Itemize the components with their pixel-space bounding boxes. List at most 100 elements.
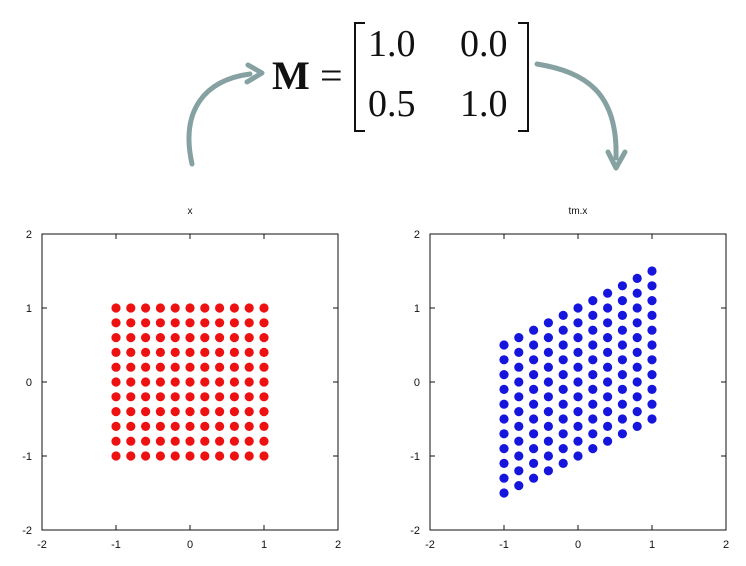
data-point	[588, 355, 598, 365]
data-point	[200, 362, 210, 372]
data-point	[200, 318, 210, 328]
data-point	[215, 333, 225, 343]
data-point	[126, 451, 136, 461]
data-point	[170, 333, 180, 343]
data-point	[603, 333, 613, 343]
y-tick-label: -1	[410, 451, 420, 463]
data-point	[229, 362, 239, 372]
x-tick-label: 2	[335, 539, 341, 551]
data-point	[259, 407, 269, 417]
data-point	[543, 377, 554, 387]
data-point	[603, 421, 613, 431]
data-point	[573, 392, 583, 402]
data-point	[141, 451, 151, 461]
data-point	[632, 333, 642, 343]
data-point	[514, 362, 524, 372]
data-point	[632, 318, 642, 328]
data-point	[632, 362, 642, 372]
data-point	[603, 436, 613, 446]
data-point	[185, 318, 195, 328]
data-point	[185, 347, 195, 357]
data-point	[259, 392, 269, 402]
data-point	[558, 384, 568, 394]
data-point	[514, 466, 524, 476]
data-point	[499, 384, 509, 394]
data-point	[141, 318, 151, 328]
data-point	[588, 429, 598, 439]
data-point	[244, 377, 254, 387]
data-point	[215, 362, 225, 372]
arrow-right-head	[605, 149, 628, 171]
data-point	[632, 377, 642, 387]
data-point	[185, 392, 195, 402]
data-point	[514, 392, 524, 402]
data-point	[588, 296, 598, 306]
data-point	[603, 303, 613, 313]
data-point	[155, 377, 165, 387]
y-tick-label: 1	[414, 303, 420, 315]
data-point	[603, 318, 613, 328]
data-point	[111, 333, 121, 343]
data-point	[647, 310, 657, 320]
data-point	[170, 347, 180, 357]
data-point	[499, 370, 509, 380]
data-point	[229, 318, 239, 328]
data-point	[647, 325, 657, 335]
data-point	[155, 333, 165, 343]
data-point	[588, 310, 598, 320]
data-point	[141, 407, 151, 417]
data-point	[229, 407, 239, 417]
data-point	[155, 407, 165, 417]
data-point	[215, 421, 225, 431]
data-point	[573, 303, 583, 313]
arrow-left-head	[244, 62, 265, 85]
data-point	[632, 407, 642, 417]
data-point	[647, 399, 657, 409]
data-point	[603, 377, 613, 387]
data-point	[632, 288, 642, 298]
data-point	[543, 347, 554, 357]
data-point	[588, 399, 598, 409]
data-point	[229, 392, 239, 402]
data-point	[170, 392, 180, 402]
y-tick-label: 1	[26, 303, 32, 315]
data-point	[603, 407, 613, 417]
data-point	[259, 436, 269, 446]
data-point	[126, 436, 136, 446]
data-point	[215, 347, 225, 357]
data-point	[499, 444, 509, 454]
y-tick-label: 2	[26, 229, 32, 241]
data-point	[558, 370, 568, 380]
x-tick-label: -2	[425, 539, 435, 551]
data-point	[215, 392, 225, 402]
data-point	[647, 281, 657, 291]
data-point	[543, 421, 554, 431]
x-tick-label: -1	[111, 539, 121, 551]
data-point	[499, 488, 509, 498]
data-point	[558, 399, 568, 409]
data-point	[111, 362, 121, 372]
data-point	[514, 407, 524, 417]
data-point	[200, 451, 210, 461]
data-point	[259, 362, 269, 372]
data-point	[632, 303, 642, 313]
data-point	[155, 362, 165, 372]
data-point	[126, 318, 136, 328]
data-point	[259, 421, 269, 431]
data-point	[111, 318, 121, 328]
data-point	[155, 392, 165, 402]
left-bracket	[354, 22, 365, 132]
data-point	[573, 451, 583, 461]
data-point	[529, 399, 539, 409]
data-point	[111, 392, 121, 402]
matrix-entry-12: 0.0	[460, 23, 508, 65]
x-tick-label: 1	[261, 539, 267, 551]
data-point	[617, 325, 628, 335]
data-point	[617, 355, 628, 365]
data-point	[617, 310, 628, 320]
equals-sign: =	[320, 53, 343, 98]
data-point	[588, 325, 598, 335]
data-point	[141, 333, 151, 343]
data-point	[647, 266, 657, 276]
data-point	[499, 355, 509, 365]
